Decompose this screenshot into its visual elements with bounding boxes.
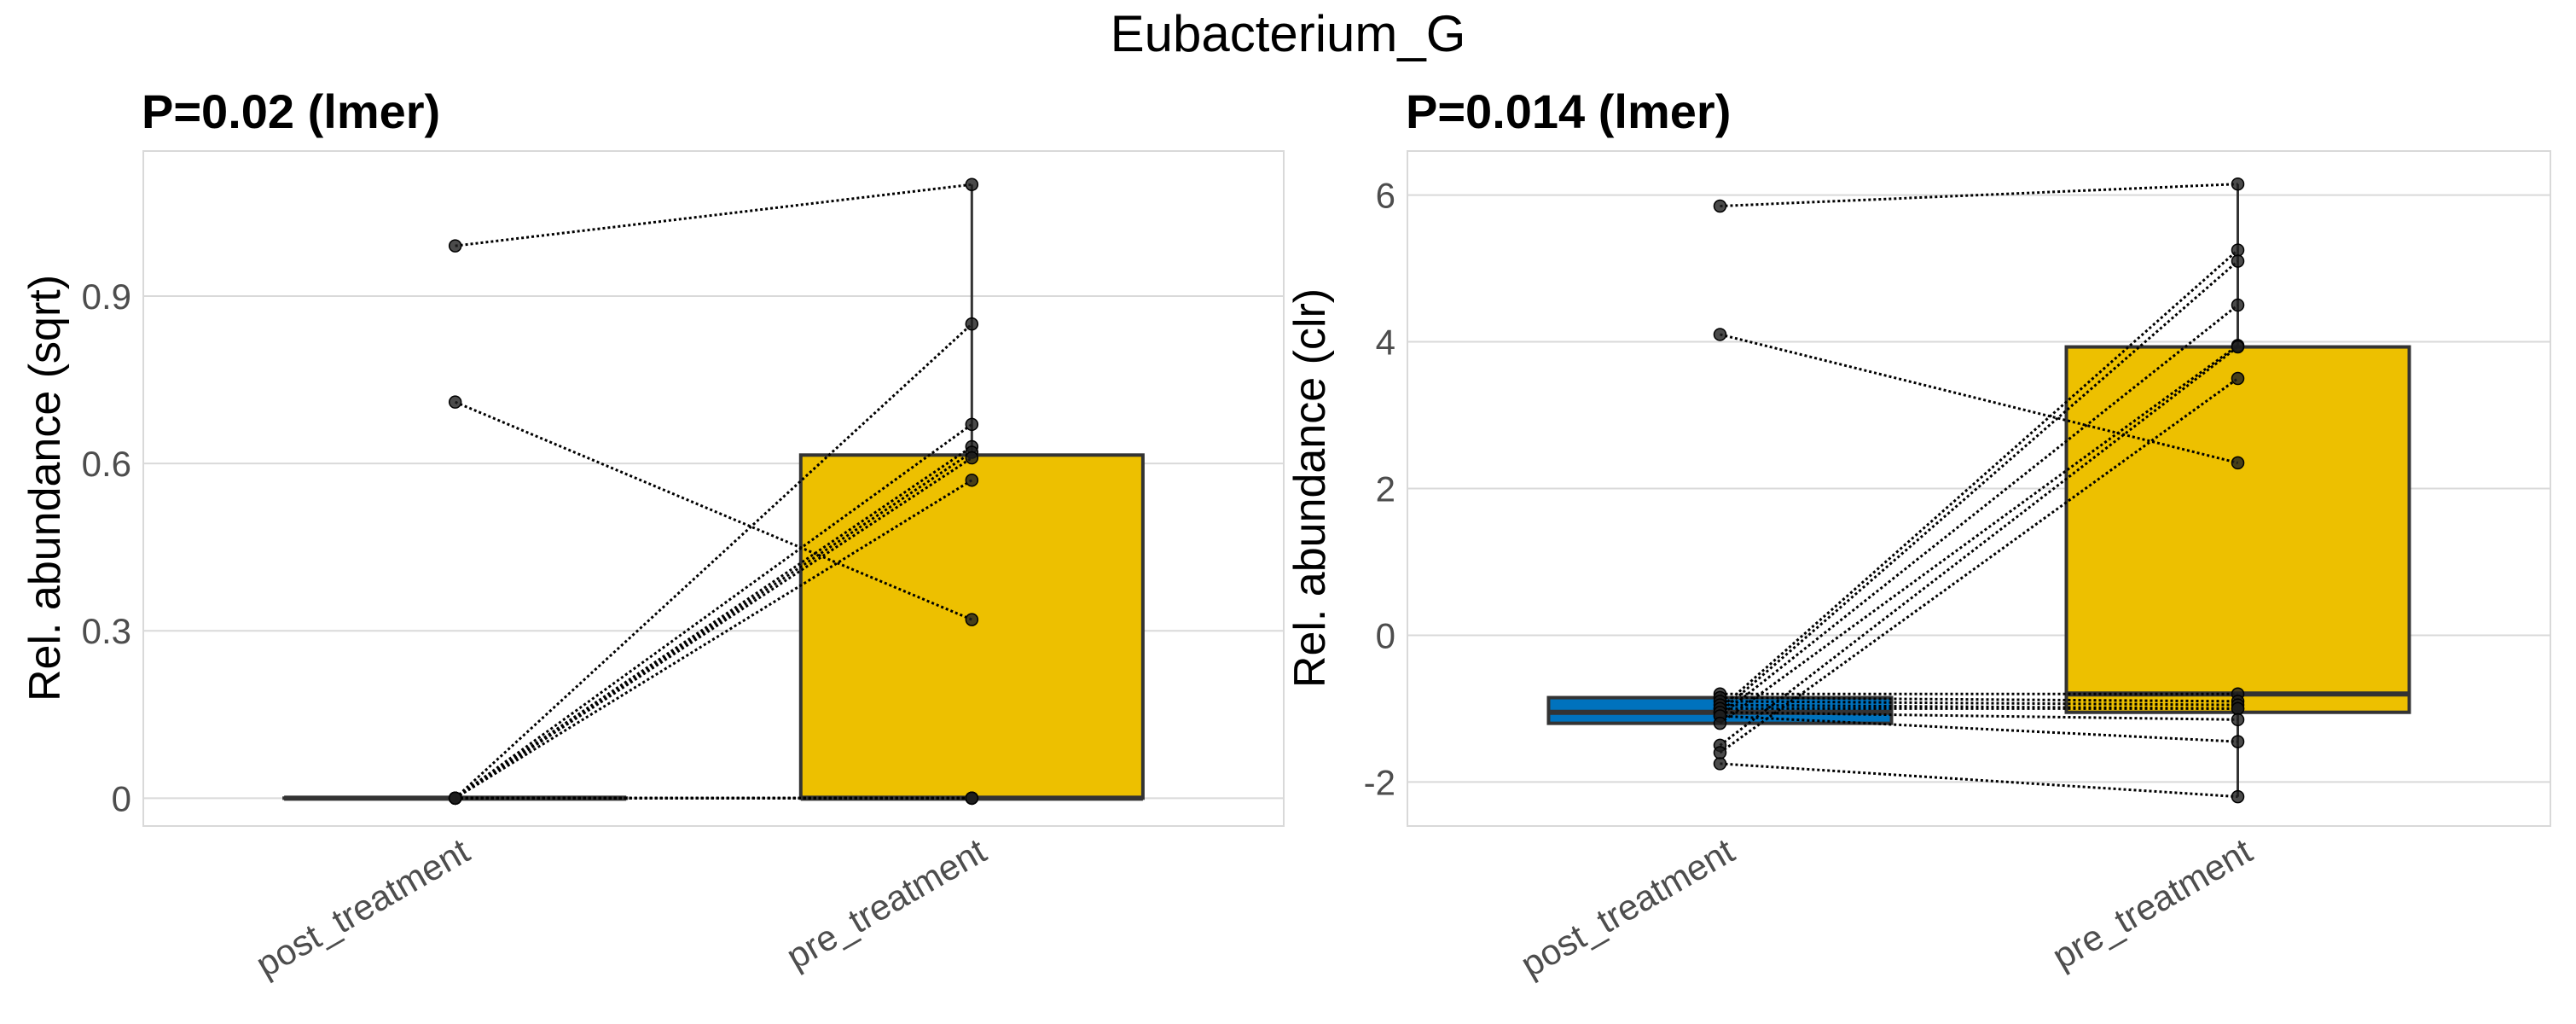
pair-line [454, 457, 973, 800]
x-tick-label: pre_treatment [2045, 830, 2259, 977]
data-point-post [448, 395, 462, 409]
box [798, 453, 1145, 800]
data-point-post [1713, 757, 1727, 771]
data-point-post [1713, 746, 1727, 759]
pair-line [1720, 762, 2238, 799]
pair-line [455, 400, 972, 621]
pair-line [454, 323, 973, 800]
y-tick-label: 0.9 [82, 276, 131, 317]
pair-line [1720, 714, 2238, 743]
pair-line [1719, 259, 2239, 713]
data-point-pre [2231, 298, 2245, 312]
pair-line [1720, 333, 2238, 464]
pair-line [1720, 711, 2238, 721]
data-point-pre [2231, 789, 2245, 804]
box [2064, 345, 2411, 714]
suptitle: Eubacterium_G [1111, 5, 1466, 62]
pair-line [454, 423, 973, 800]
pair-line [454, 479, 973, 800]
pair-line [1719, 346, 2239, 747]
y-tick-label: -2 [1364, 762, 1395, 802]
data-point-pre [965, 451, 979, 465]
data-point-pre [965, 473, 979, 487]
pair-line [1720, 700, 2238, 707]
y-tick-label: 0.6 [82, 444, 131, 484]
y-tick-label: 4 [1376, 323, 1395, 363]
x-tick-label: pre_treatment [780, 830, 993, 977]
data-point-pre [965, 177, 979, 191]
pair-line [1719, 344, 2239, 724]
data-point-pre [2231, 371, 2245, 386]
data-point-pre [2231, 177, 2245, 191]
x-tick-label: post_treatment [1514, 830, 1741, 985]
y-axis-label: Rel. abundance (sqrt) [20, 275, 70, 701]
x-tick-label: post_treatment [249, 830, 476, 985]
data-point-pre [2231, 713, 2245, 727]
data-point-pre [965, 791, 979, 806]
data-point-pre [2231, 701, 2245, 716]
left-panel: 0 0.3 0.6 0.9 post_treatment pre_treatment P=0… [20, 84, 1285, 985]
pair-line [1719, 377, 2239, 754]
data-point-pre [2231, 243, 2245, 257]
data-point-post [448, 791, 462, 806]
y-tick-label: 0 [112, 778, 131, 818]
data-point-post [1713, 328, 1727, 341]
data-point-pre [2231, 254, 2245, 268]
y-tick-label: 2 [1376, 469, 1395, 509]
y-axis-label: Rel. abundance (clr) [1285, 288, 1335, 688]
y-tick-label: 0.3 [82, 611, 131, 651]
y-tick-label: 0 [1376, 615, 1395, 655]
data-point-post [1713, 716, 1727, 730]
data-point-pre [965, 317, 979, 331]
data-point-pre [965, 417, 979, 432]
pair-line [1720, 696, 2238, 703]
data-point-post [1713, 199, 1727, 213]
data-point-post [448, 239, 462, 253]
data-point-pre [2231, 340, 2245, 354]
y-tick-label: 6 [1376, 176, 1395, 216]
data-point-pre [2231, 456, 2245, 470]
pair-line [1720, 183, 2238, 207]
right-panel: -2 0 2 4 6 post_treatment pre_treatment P=0.014… [1285, 84, 2551, 985]
data-point-pre [2231, 735, 2245, 748]
panel-title: P=0.014 (lmer) [1406, 84, 1731, 138]
data-point-pre [965, 613, 979, 626]
panel-title: P=0.02 (lmer) [142, 84, 440, 138]
